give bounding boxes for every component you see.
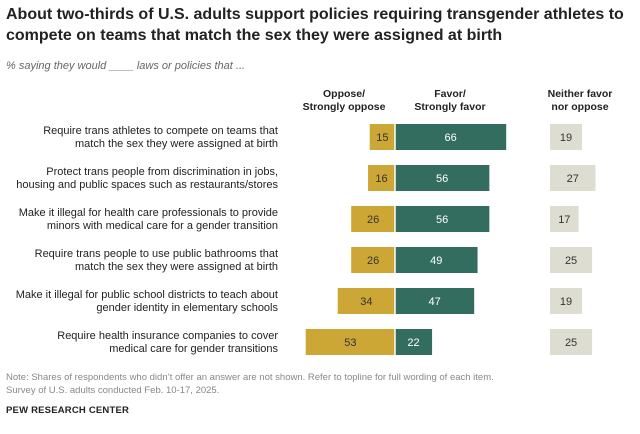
category-label-line: Require health insurance companies to co… (57, 330, 278, 342)
header-oppose-line2: Strongly oppose (302, 101, 386, 113)
category-label: Make it illegal for health care professi… (19, 207, 278, 232)
category-label-line: Make it illegal for public school distri… (16, 289, 278, 301)
neither-value-label: 19 (560, 132, 572, 144)
header-neither-line2: nor oppose (551, 101, 609, 113)
oppose-bar (305, 329, 395, 355)
oppose-value-label: 26 (367, 255, 379, 267)
oppose-value-label: 16 (375, 173, 387, 185)
oppose-bar (368, 165, 395, 191)
favor-bar (395, 165, 490, 191)
favor-bar (395, 288, 475, 314)
neither-bar (550, 247, 593, 273)
favor-value-label: 22 (407, 337, 419, 349)
category-label: Require trans athletes to compete on tea… (43, 125, 278, 150)
header-oppose-line1: Oppose/ (322, 88, 365, 100)
favor-value-label: 47 (428, 296, 440, 308)
diverging-bar-chart: Require trans athletes to compete on tea… (15, 124, 596, 355)
favor-bar (395, 247, 478, 273)
header-neither: Neither favor nor oppose (535, 88, 625, 114)
favor-value-label: 56 (436, 173, 448, 185)
favor-value-label: 56 (436, 214, 448, 226)
chart-title: About two-thirds of U.S. adults support … (6, 6, 624, 44)
neither-value-label: 25 (565, 337, 577, 349)
note-text: Note: Shares of respondents who didn’t o… (6, 372, 494, 383)
neither-bar (550, 124, 583, 150)
category-label-line: gender identity in elementary schools (96, 302, 278, 314)
category-label: Require trans people to use public bathr… (35, 248, 278, 273)
neither-bar (550, 206, 579, 232)
favor-value-label: 66 (444, 132, 456, 144)
note-block: Note: Shares of respondents who didn’t o… (6, 371, 634, 397)
neither-bar (550, 288, 583, 314)
category-label-line: Protect trans people from discrimination… (46, 166, 278, 178)
header-favor: Favor/ Strongly favor (400, 88, 500, 114)
oppose-value-label: 26 (367, 214, 379, 226)
oppose-value-label: 53 (344, 337, 356, 349)
oppose-value-label: 34 (360, 296, 372, 308)
category-label-line: match the sex they were assigned at birt… (75, 261, 278, 273)
header-favor-line2: Strongly favor (414, 101, 486, 113)
header-oppose: Oppose/ Strongly oppose (300, 88, 388, 114)
category-label: Make it illegal for public school distri… (16, 289, 279, 314)
favor-bar (395, 206, 490, 232)
category-label-line: Require trans athletes to compete on tea… (43, 125, 278, 137)
category-label-line: match the sex they were assigned at birt… (75, 138, 278, 150)
brand-label: PEW RESEARCH CENTER (6, 405, 130, 416)
source-text: Survey of U.S. adults conducted Feb. 10-… (6, 385, 220, 396)
neither-value-label: 17 (558, 214, 570, 226)
category-label-line: medical care for gender transitions (109, 343, 278, 355)
header-favor-line1: Favor/ (434, 88, 466, 100)
oppose-bar (351, 247, 395, 273)
category-label: Require health insurance companies to co… (57, 330, 278, 355)
neither-bar (550, 165, 596, 191)
oppose-bar (337, 288, 395, 314)
favor-bar (395, 124, 507, 150)
oppose-bar (369, 124, 395, 150)
category-label-line: housing and public spaces such as restau… (16, 179, 278, 191)
chart-subtitle: % saying they would ____ laws or policie… (6, 60, 246, 72)
neither-value-label: 19 (560, 296, 572, 308)
category-label-line: Require trans people to use public bathr… (35, 248, 278, 260)
header-neither-line1: Neither favor (547, 88, 613, 100)
category-label: Protect trans people from discrimination… (16, 166, 278, 191)
favor-bar (395, 329, 433, 355)
oppose-value-label: 15 (376, 132, 388, 144)
neither-value-label: 25 (565, 255, 577, 267)
neither-value-label: 27 (567, 173, 579, 185)
oppose-bar (351, 206, 395, 232)
neither-bar (550, 329, 593, 355)
category-label-line: Make it illegal for health care professi… (19, 207, 278, 219)
category-label-line: minors with medical care for a gender tr… (47, 220, 278, 232)
favor-value-label: 49 (430, 255, 442, 267)
